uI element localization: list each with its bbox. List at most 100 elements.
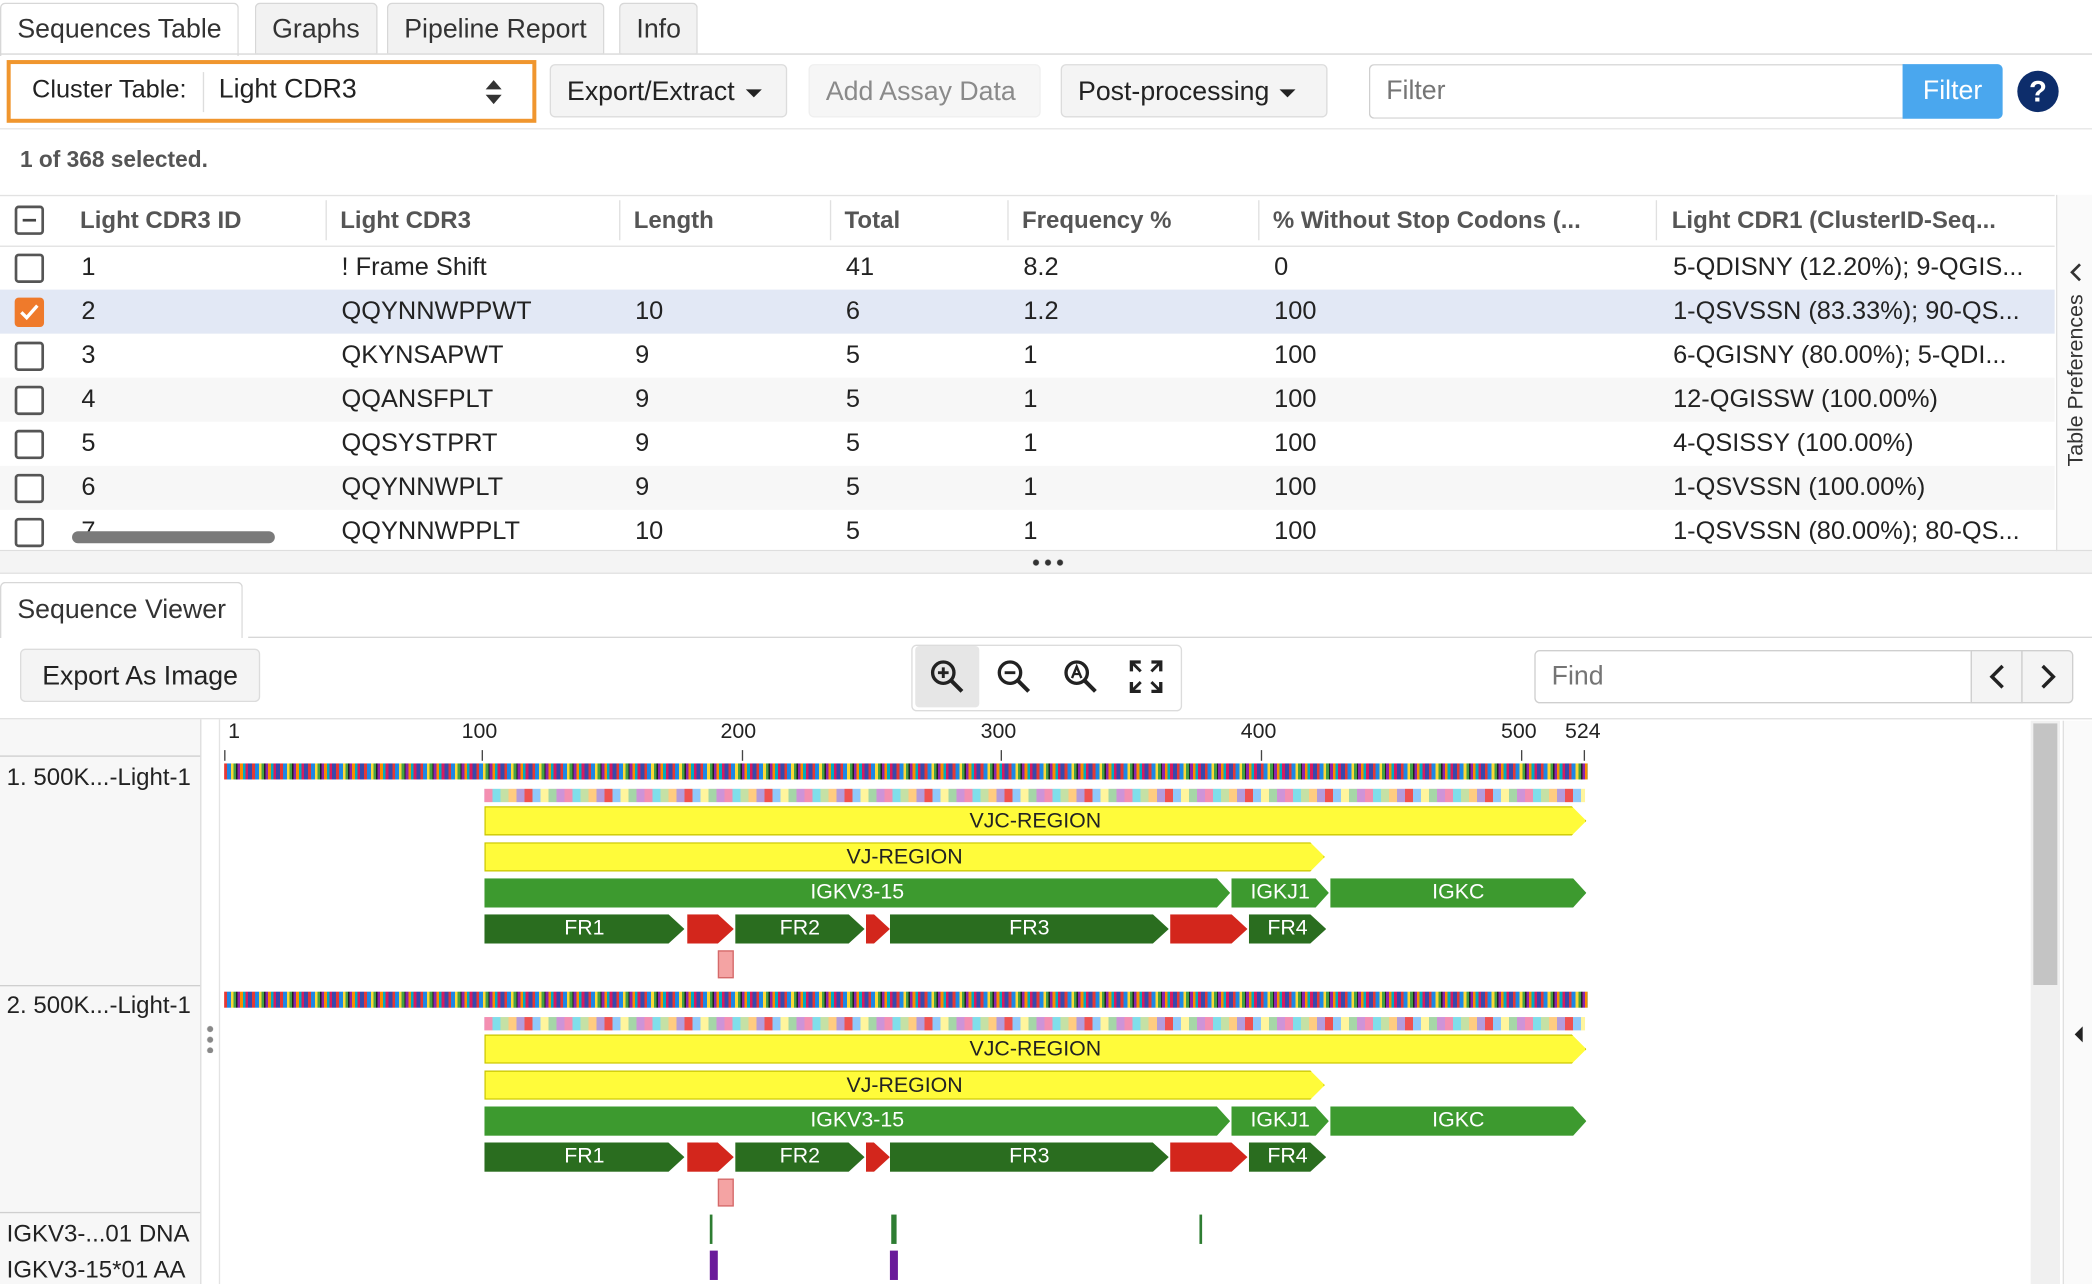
select-all-checkbox[interactable] [14,205,45,235]
col-sep [1655,200,1658,241]
nucleotide-sequence-bar[interactable] [224,991,1588,1008]
row-checkbox[interactable] [14,517,45,548]
variant-marker[interactable] [717,1178,734,1207]
export-as-image-button[interactable]: Export As Image [20,648,261,703]
table-row[interactable]: 5 QQSYSTPRT 9 5 1 100 4-QSISSY (100.00%) [0,422,2055,466]
cdr3-annotation[interactable] [1170,1143,1247,1172]
table-row[interactable]: 2 QQYNNWPPWT 10 6 1.2 100 1-QSVSSN (83.3… [0,289,2055,334]
aa-difference-marker[interactable] [709,1250,718,1280]
find-next-button[interactable] [2021,649,2074,704]
fr4-annotation[interactable]: FR4 [1249,1143,1326,1172]
vjc-region-annotation[interactable]: VJC-REGION [484,1034,1586,1063]
amino-acid-translation-bar[interactable] [484,1017,1586,1031]
col-sep [325,200,327,241]
table-header [0,194,2055,247]
col-header-cdr3[interactable]: Light CDR3 [340,206,471,234]
fr4-annotation[interactable]: FR4 [1249,914,1326,943]
cell-cdr1: 4-QSISSY (100.00%) [1673,429,1914,458]
col-header-cdr1[interactable]: Light CDR1 (ClusterID-Seq... [1671,206,1996,234]
names-resize-handle[interactable] [201,719,221,1284]
horizontal-scrollbar[interactable] [72,531,275,544]
tab-info[interactable]: Info [619,2,699,54]
dna-difference-marker[interactable] [1199,1214,1203,1244]
amino-acid-translation-bar[interactable] [484,788,1586,803]
fr2-annotation[interactable]: FR2 [735,914,864,943]
cell-cdr3: QQYNNWPLT [341,473,504,502]
col-header-id[interactable]: Light CDR3 ID [80,206,242,234]
viewer-vertical-scrollbar-thumb[interactable] [2033,723,2058,986]
toolbar-divider [0,128,2092,130]
col-header-length[interactable]: Length [633,206,714,234]
fr2-annotation[interactable]: FR2 [735,1143,864,1172]
cluster-table-value[interactable]: Light CDR3 [218,74,357,105]
fr3-annotation[interactable]: FR3 [890,1143,1169,1172]
cdr1-annotation[interactable] [687,914,734,943]
cell-cdr1: 6-QGISNY (80.00%); 5-QDI... [1673,341,2007,370]
fit-to-window-button[interactable] [1114,646,1178,707]
nucleotide-sequence-bar[interactable] [224,763,1588,780]
row-checkbox[interactable] [14,341,45,372]
cluster-table-selector[interactable]: Cluster Table: Light CDR3 [6,60,537,123]
filter-input[interactable] [1368,64,1906,119]
cdr2-annotation[interactable] [866,914,890,943]
vertical-dots-icon [206,1023,214,1054]
igkc-annotation[interactable]: IGKC [1330,878,1586,907]
vj-region-annotation[interactable]: VJ-REGION [484,842,1325,871]
cell-without-stop: 0 [1274,253,1289,282]
col-header-without-stop[interactable]: % Without Stop Codons (... [1272,206,1581,234]
panel-splitter[interactable] [0,551,2092,574]
find-input[interactable] [1534,649,1972,704]
chevron-down-icon [1280,89,1297,98]
find-previous-button[interactable] [1970,649,2023,704]
variant-marker[interactable] [717,950,734,979]
fr1-annotation[interactable]: FR1 [484,1143,684,1172]
tab-graphs[interactable]: Graphs [254,2,378,54]
table-row[interactable]: 6 QQYNNWPLT 9 5 1 100 1-QSVSSN (100.00%) [0,465,2055,510]
help-icon[interactable]: ? [2017,70,2059,113]
ruler-label: 524 [1565,720,1601,744]
zoom-in-button[interactable] [915,645,980,708]
post-processing-button[interactable]: Post-processing [1060,64,1328,118]
tab-sequence-viewer[interactable]: Sequence Viewer [0,581,244,638]
table-row[interactable]: 3 QKYNSAPWT 9 5 1 100 6-QGISNY (80.00%);… [0,334,2055,378]
cdr1-annotation[interactable] [687,1143,734,1172]
tab-pipeline-report[interactable]: Pipeline Report [386,2,605,54]
add-assay-data-button[interactable]: Add Assay Data [808,64,1041,118]
row-checkbox[interactable] [14,473,45,504]
row-checkbox[interactable] [14,429,45,460]
zoom-out-button[interactable] [982,646,1046,707]
dna-difference-marker[interactable] [709,1214,713,1244]
row-checkbox[interactable] [14,297,45,328]
igkj-annotation[interactable]: IGKJ1 [1231,1106,1328,1135]
vj-region-annotation[interactable]: VJ-REGION [484,1070,1325,1099]
drag-handle-icon [1030,559,1065,566]
cdr3-annotation[interactable] [1170,914,1247,943]
vjc-region-annotation[interactable]: VJC-REGION [484,806,1586,835]
dna-difference-marker[interactable] [891,1214,897,1244]
row-checkbox[interactable] [14,253,45,283]
igkc-annotation[interactable]: IGKC [1330,1106,1586,1135]
table-row[interactable]: 4 QQANSFPLT 9 5 1 100 12-QGISSW (100.00%… [0,377,2055,422]
track-name-2[interactable]: 2. 500K...-Light-1 [6,991,191,1019]
fr3-annotation[interactable]: FR3 [890,914,1169,943]
tab-sequences-table[interactable]: Sequences Table [0,2,239,57]
track-name-aa[interactable]: IGKV3-15*01 AA [6,1255,186,1283]
col-header-total[interactable]: Total [844,206,901,234]
col-header-frequency[interactable]: Frequency % [1021,206,1172,234]
row-checkbox[interactable] [14,385,45,416]
zoom-to-selection-button[interactable] [1049,646,1113,707]
aa-difference-marker[interactable] [889,1250,898,1280]
igkj-annotation[interactable]: IGKJ1 [1231,878,1328,907]
table-row[interactable]: 1 ! Frame Shift 41 8.2 0 5-QDISNY (12.20… [0,246,2055,290]
track-name-1[interactable]: 1. 500K...-Light-1 [6,763,191,791]
track-name-dna[interactable]: IGKV3-...01 DNA [6,1219,190,1247]
igkv-annotation[interactable]: IGKV3-15 [484,1106,1230,1135]
viewer-side-panel[interactable] [2062,720,2092,1284]
cdr2-annotation[interactable] [866,1143,890,1172]
filter-button[interactable]: Filter [1902,64,2003,119]
fr1-annotation[interactable]: FR1 [484,914,684,943]
table-row[interactable]: 7 QQYNNWPPLT 10 5 1 100 1-QSVSSN (80.00%… [0,510,2055,554]
table-preferences-panel[interactable]: Table Preferences [2056,194,2092,553]
export-extract-button[interactable]: Export/Extract [549,64,788,118]
igkv-annotation[interactable]: IGKV3-15 [484,878,1230,907]
